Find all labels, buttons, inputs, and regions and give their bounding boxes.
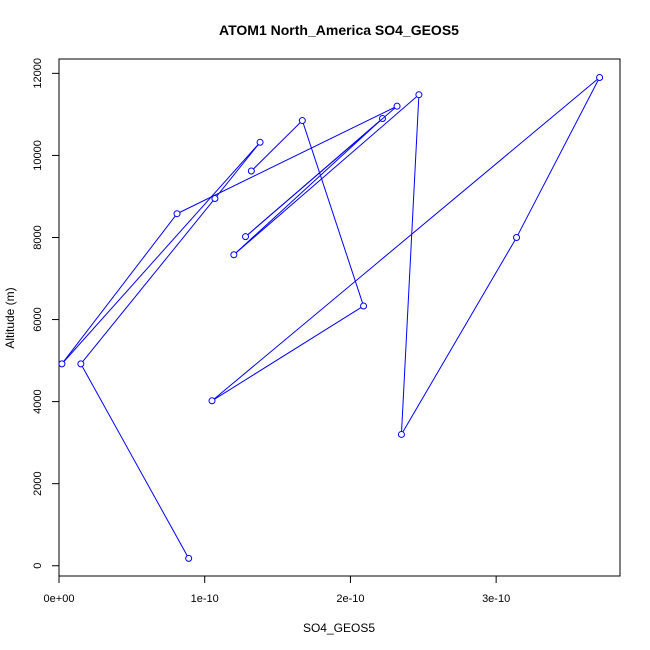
data-point-8 (378, 114, 386, 122)
plot-frame (58, 58, 621, 577)
series-segment-16 (253, 122, 301, 170)
data-point-9 (230, 251, 238, 259)
y-tick-label-6: 12000 (32, 58, 44, 89)
data-point-17 (247, 167, 255, 175)
data-point-15 (360, 302, 368, 310)
data-point-14 (208, 397, 216, 405)
series-segment-9 (235, 96, 417, 254)
y-axis: 0 2000 4000 6000 8000 10000 12000 (32, 58, 59, 569)
x-axis: 0e+00 1e-10 2e-10 3e-10 (44, 576, 510, 605)
x-tick-label-0: 0e+00 (44, 593, 75, 605)
y-tick-label-3: 6000 (32, 307, 44, 331)
data-point-10 (415, 91, 423, 99)
series-segment-3 (63, 144, 259, 362)
y-tick-label-4: 8000 (32, 225, 44, 249)
series-segment-2 (216, 144, 259, 197)
series-segment-0 (81, 366, 188, 556)
y-tick-label-0: 0 (32, 563, 44, 569)
data-point-0 (185, 554, 193, 562)
data-point-2 (211, 195, 219, 203)
data-point-13 (596, 73, 604, 81)
series-segment-10 (401, 97, 420, 432)
y-tick-label-2: 4000 (32, 389, 44, 413)
data-point-16 (298, 117, 306, 125)
data-point-1 (77, 360, 85, 368)
x-tick-label-1: 1e-10 (191, 593, 219, 605)
x-tick-label-2: 2e-10 (336, 593, 364, 605)
series-segment-1 (82, 200, 214, 362)
data-point-7 (242, 233, 250, 241)
series-segment-13 (213, 79, 598, 400)
y-tick-label-1: 2000 (32, 471, 44, 495)
data-point-11 (397, 430, 405, 438)
data-point-12 (513, 233, 521, 241)
series-segment-11 (402, 239, 516, 433)
series-segment-12 (517, 79, 599, 236)
series-segment-7 (247, 120, 381, 236)
series-segment-15 (302, 123, 364, 304)
x-tick-label-3: 3e-10 (482, 593, 510, 605)
data-point-6 (393, 102, 401, 110)
series-segment-5 (179, 107, 395, 213)
chart-title: ATOM1 North_America SO4_GEOS5 (219, 22, 459, 38)
y-axis-label: Altitude (m) (3, 287, 17, 348)
x-axis-label: SO4_GEOS5 (303, 621, 375, 635)
y-tick-label-5: 10000 (32, 140, 44, 171)
series-segment-4 (63, 215, 176, 362)
series-segment-14 (214, 307, 362, 400)
data-point-4 (58, 360, 66, 368)
data-point-3 (256, 138, 264, 146)
series-segment-8 (235, 120, 381, 254)
data-point-5 (173, 210, 181, 218)
series (58, 73, 604, 562)
